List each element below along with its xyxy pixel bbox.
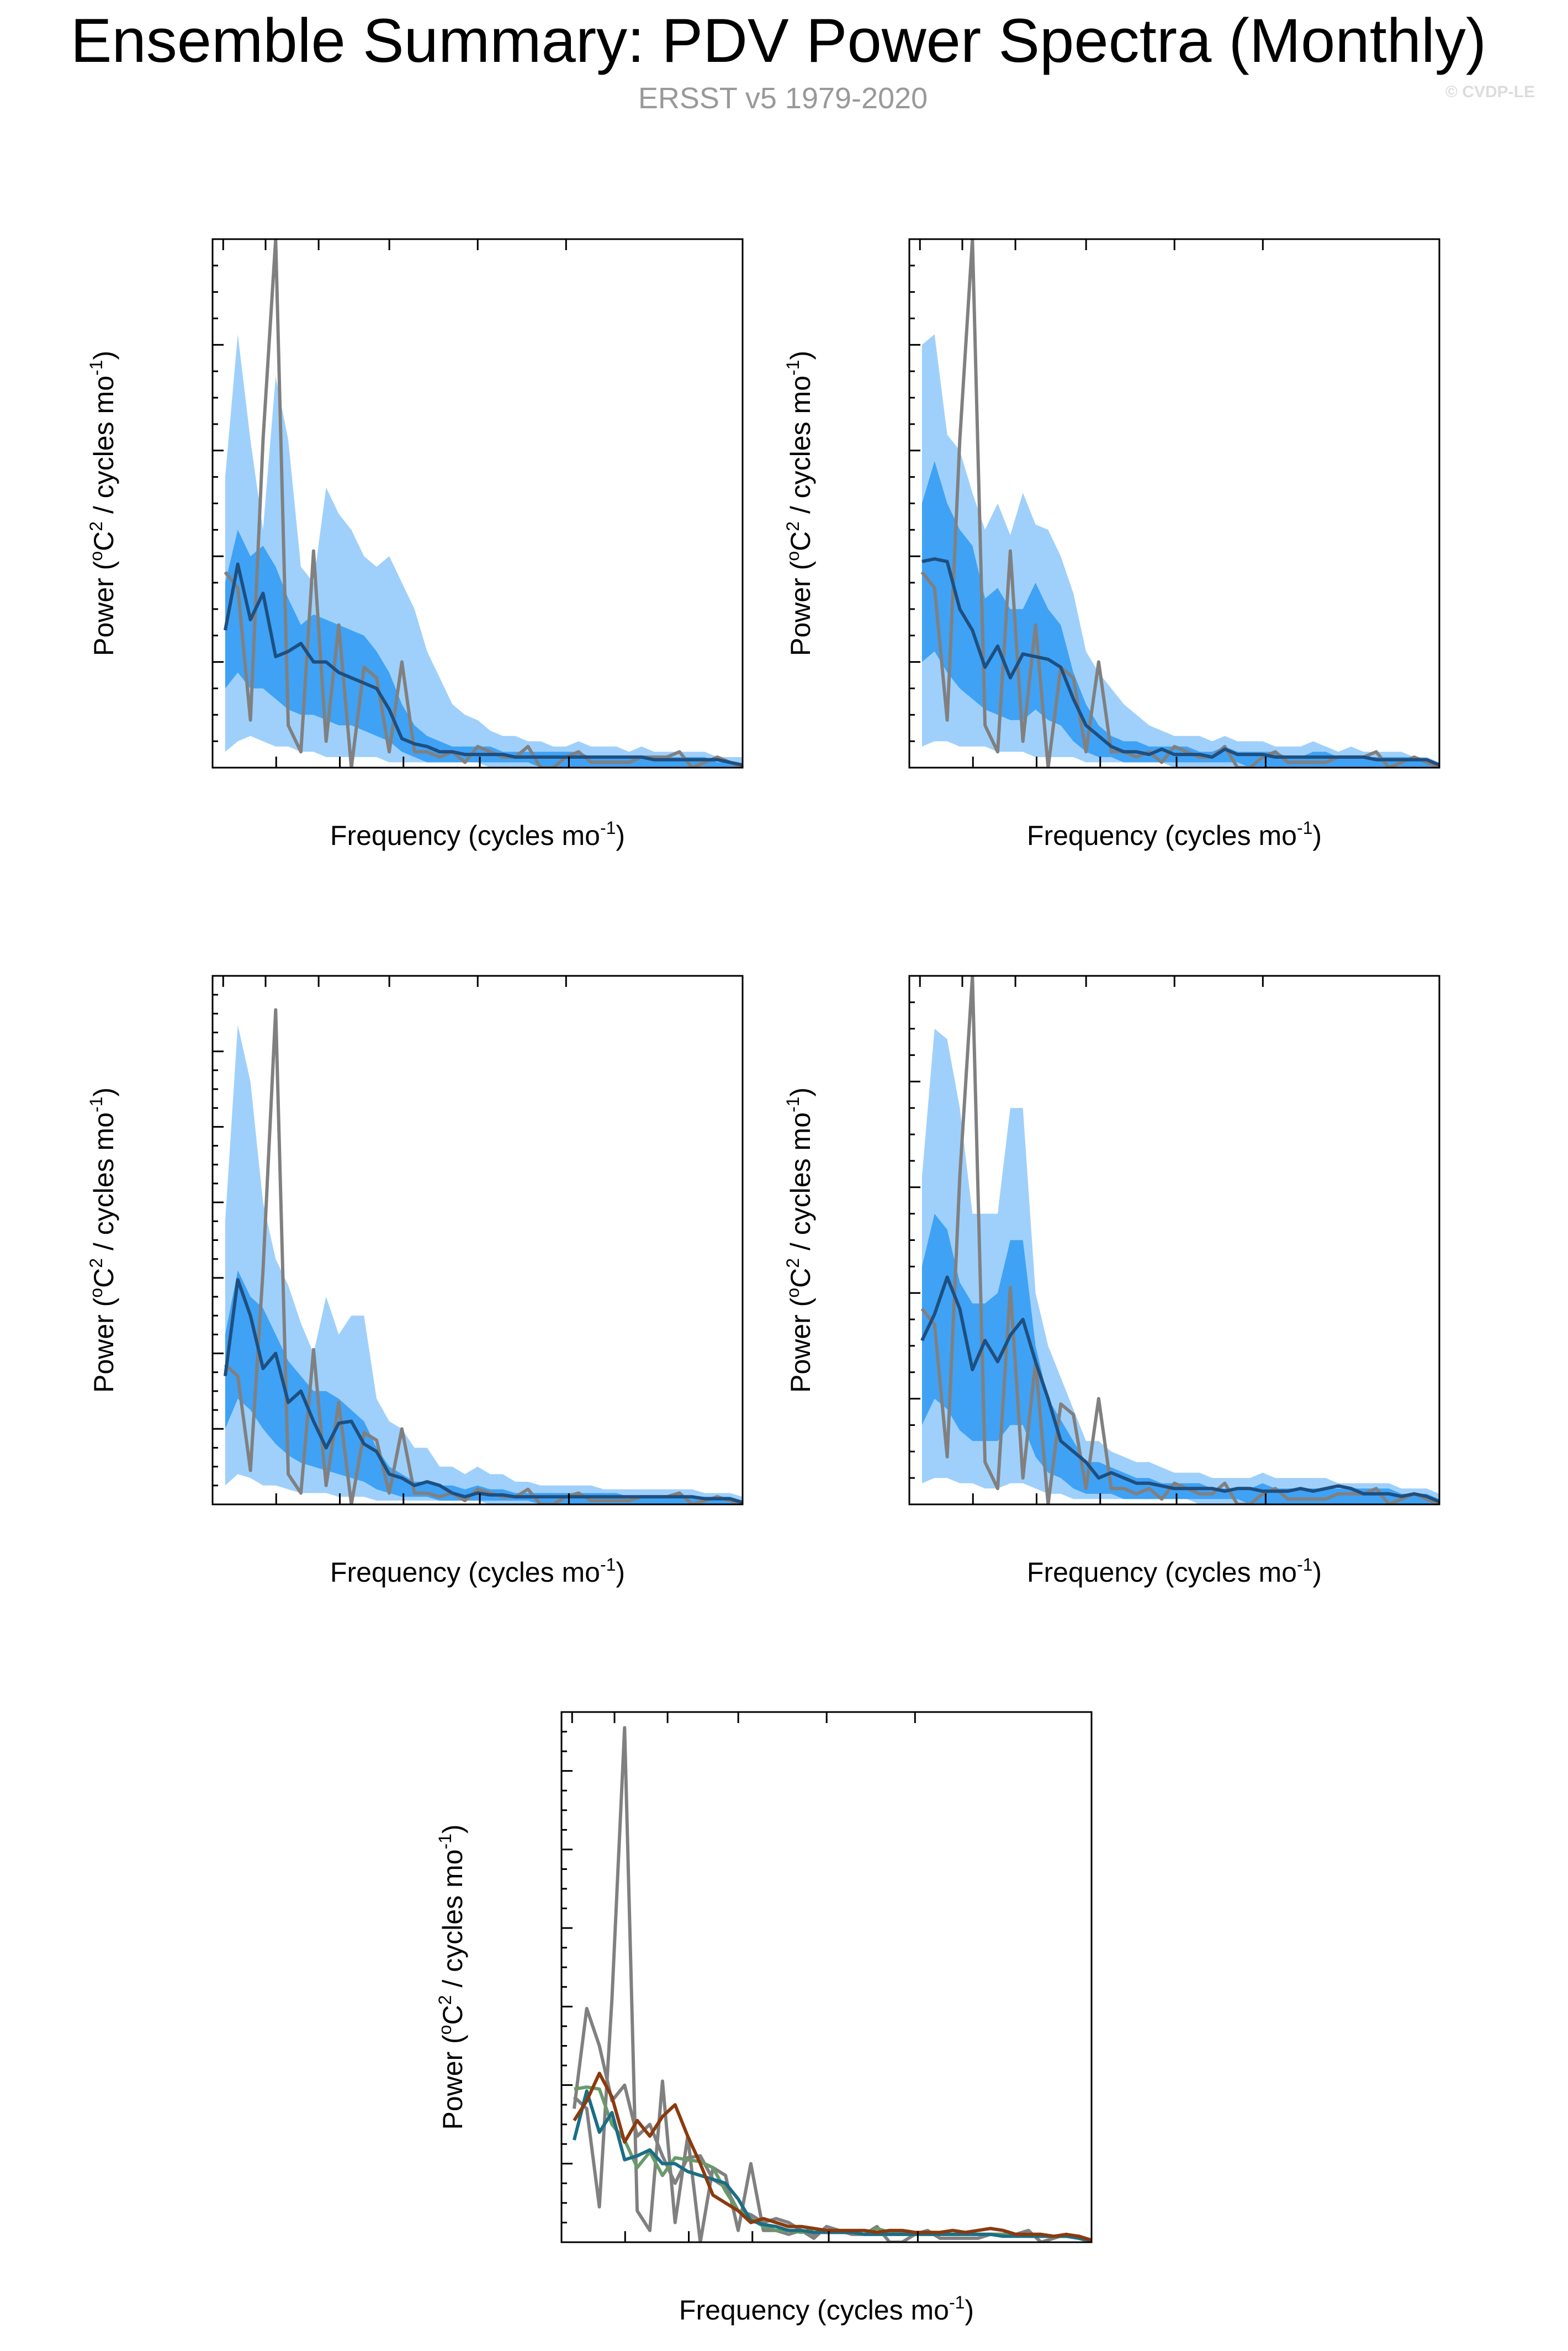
y-axis-label-unit: C [785, 1268, 816, 1288]
x-axis-label: Frequency (cycles mo-1) [330, 1555, 625, 1588]
y-axis-label-unit: C [88, 531, 119, 551]
y-axis-label-text: Power ( [437, 2035, 468, 2130]
inner-spread-band [225, 530, 743, 768]
y-axis-label-unit: C [88, 1268, 119, 1288]
plot-data [572, 1726, 1092, 2242]
x-axis-label-superscript: -1 [600, 1555, 616, 1575]
observations-line [573, 1726, 1092, 2242]
watermark: © CVDP-LE [1445, 83, 1535, 101]
y-axis-label-text: Power ( [785, 1297, 816, 1393]
x-axis-label-text: Frequency (cycles mo [330, 820, 600, 851]
y-axis-label-rest: / cycles mo [437, 1850, 468, 1995]
y-axis-label-superscript: -1 [783, 360, 803, 376]
x-axis-label-superscript: -1 [600, 818, 616, 838]
y-axis-label-squared: 2 [783, 521, 803, 531]
y-axis-label-superscript: -1 [435, 1834, 455, 1849]
y-axis-label-superscript: -1 [86, 1097, 106, 1112]
plot-data [920, 239, 1439, 768]
y-axis-label: Power (oC2 / cycles mo-1) [86, 351, 119, 656]
x-axis-label-text: Frequency (cycles mo [1027, 1557, 1297, 1588]
x-axis-label-text: Frequency (cycles mo [679, 2295, 949, 2326]
outer-spread-band [921, 1028, 1439, 1504]
x-axis-label-text: Frequency (cycles mo [1027, 820, 1297, 851]
inner-spread-band [921, 461, 1439, 768]
y-axis-label-unit: C [785, 531, 816, 551]
ensemble-mean-line [920, 1275, 1439, 1503]
y-axis-label-squared: 2 [783, 1258, 803, 1268]
figure-subtitle: ERSST v5 1979-2020 [638, 82, 928, 115]
y-axis-label-text: Power ( [88, 1297, 119, 1393]
x-axis-label-superscript: -1 [949, 2292, 965, 2312]
x-axis-label: Frequency (cycles mo-1) [330, 818, 625, 851]
y-axis-label-close: ) [88, 1087, 119, 1097]
cesm2-lens-cmip6-forcing-line [572, 2089, 1092, 2242]
x-axis-label: Frequency (cycles mo-1) [679, 2292, 974, 2326]
y-axis-label-rest: / cycles mo [88, 1112, 119, 1258]
y-axis-label-squared: 2 [435, 1995, 455, 2005]
y-axis-label-degree: o [86, 551, 106, 561]
y-axis-label-text: Power ( [785, 561, 816, 656]
y-axis-label-degree: o [783, 1288, 803, 1298]
x-axis-label-superscript: -1 [1297, 818, 1312, 838]
x-axis-label-close: ) [965, 2295, 974, 2326]
panels: Frequency (cycles mo-1)Power (oC2 / cycl… [86, 238, 1440, 2326]
y-axis-label-close: ) [437, 1824, 468, 1834]
chart-panel: Frequency (cycles mo-1)Power (oC2 / cycl… [435, 1711, 1093, 2326]
figure-title: Ensemble Summary: PDV Power Spectra (Mon… [71, 6, 1486, 75]
chart-panel: Frequency (cycles mo-1)Power (oC2 / cycl… [783, 238, 1440, 851]
y-axis-label-rest: / cycles mo [88, 376, 119, 521]
outer-spread-band [225, 1024, 743, 1504]
inner-spread-band [921, 1213, 1439, 1504]
chart-panel: Frequency (cycles mo-1)Power (oC2 / cycl… [86, 975, 744, 1588]
inner-spread-band [225, 1270, 743, 1504]
y-axis-label: Power (oC2 / cycles mo-1) [435, 1824, 468, 2130]
cesm1-lens-line [573, 2072, 1092, 2242]
y-axis-label: Power (oC2 / cycles mo-1) [783, 1087, 816, 1393]
y-axis-label-squared: 2 [86, 1258, 106, 1268]
y-axis-label-close: ) [785, 351, 816, 360]
x-axis-label-superscript: -1 [1297, 1555, 1312, 1575]
x-axis-label: Frequency (cycles mo-1) [1027, 1555, 1322, 1588]
ensemble-mean-line [223, 1278, 743, 1504]
y-axis-label-rest: / cycles mo [785, 1112, 816, 1258]
plot-data [223, 1008, 743, 1504]
x-axis-label-close: ) [1312, 820, 1322, 851]
chart-panel: Frequency (cycles mo-1)Power (oC2 / cycl… [86, 238, 744, 851]
y-axis-label-text: Power ( [88, 561, 119, 656]
ensemble-mean-line [223, 562, 743, 767]
y-axis-label-superscript: -1 [86, 360, 106, 376]
ensemble-mean-line [921, 557, 1439, 767]
y-axis-label-unit: C [437, 2005, 468, 2025]
y-axis-label-degree: o [435, 2025, 455, 2035]
observations-line [920, 976, 1439, 1504]
y-axis-label-close: ) [785, 1087, 816, 1097]
y-axis-label-degree: o [783, 551, 803, 561]
chart-panel: Frequency (cycles mo-1)Power (oC2 / cycl… [783, 975, 1440, 1588]
x-axis-label-close: ) [616, 1557, 625, 1588]
plot-data [920, 976, 1439, 1504]
observations-line [224, 239, 743, 768]
x-axis-label-close: ) [1312, 1557, 1322, 1588]
y-axis-label: Power (oC2 / cycles mo-1) [783, 351, 816, 656]
y-axis-label-squared: 2 [86, 521, 106, 531]
x-axis-label: Frequency (cycles mo-1) [1027, 818, 1322, 851]
x-axis-label-close: ) [616, 820, 625, 851]
y-axis-label: Power (oC2 / cycles mo-1) [86, 1087, 119, 1393]
y-axis-label-degree: o [86, 1288, 106, 1298]
y-axis-label-rest: / cycles mo [785, 376, 816, 521]
y-axis-label-superscript: -1 [783, 1097, 803, 1112]
plot-data [223, 239, 743, 768]
x-axis-label-text: Frequency (cycles mo [330, 1557, 600, 1588]
y-axis-label-close: ) [88, 351, 119, 360]
